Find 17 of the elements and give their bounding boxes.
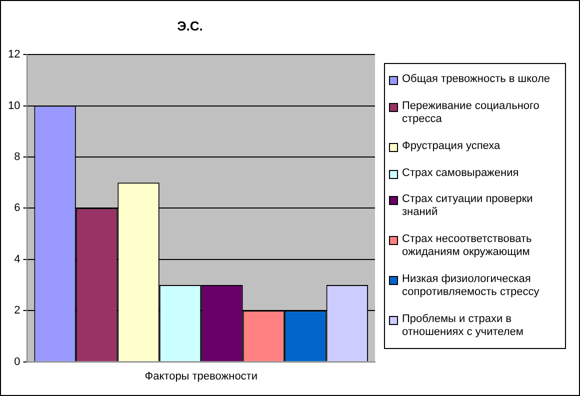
y-tick-label: 10 bbox=[8, 100, 20, 112]
chart-title: Э.С. bbox=[177, 18, 203, 34]
legend-label: Страх несоответствовать ожиданиям окружающим bbox=[402, 233, 533, 260]
x-tick-label: Факторы тревожности bbox=[144, 370, 258, 382]
legend-label: Низкая физиологическая сопротивляемость стрессу bbox=[402, 273, 540, 300]
legend-label: Проблемы и страхи в отношениях с учителем bbox=[402, 313, 524, 340]
legend-label: Страх самовыражения bbox=[402, 166, 519, 180]
legend-label: Переживание социального стресса bbox=[402, 100, 540, 126]
y-tick-label: 2 bbox=[14, 304, 20, 317]
y-tick-label: 12 bbox=[8, 48, 20, 61]
y-tick-label: 8 bbox=[14, 151, 20, 164]
legend-label: Фрустрация успеха bbox=[402, 140, 500, 153]
y-tick-label: 6 bbox=[14, 202, 20, 214]
legend-label: Страх ситуации проверки знаний bbox=[402, 193, 534, 220]
y-tick-label: 0 bbox=[14, 356, 20, 368]
legend-label: Общая тревожность в школе bbox=[402, 72, 550, 86]
y-tick-label: 4 bbox=[14, 253, 20, 266]
